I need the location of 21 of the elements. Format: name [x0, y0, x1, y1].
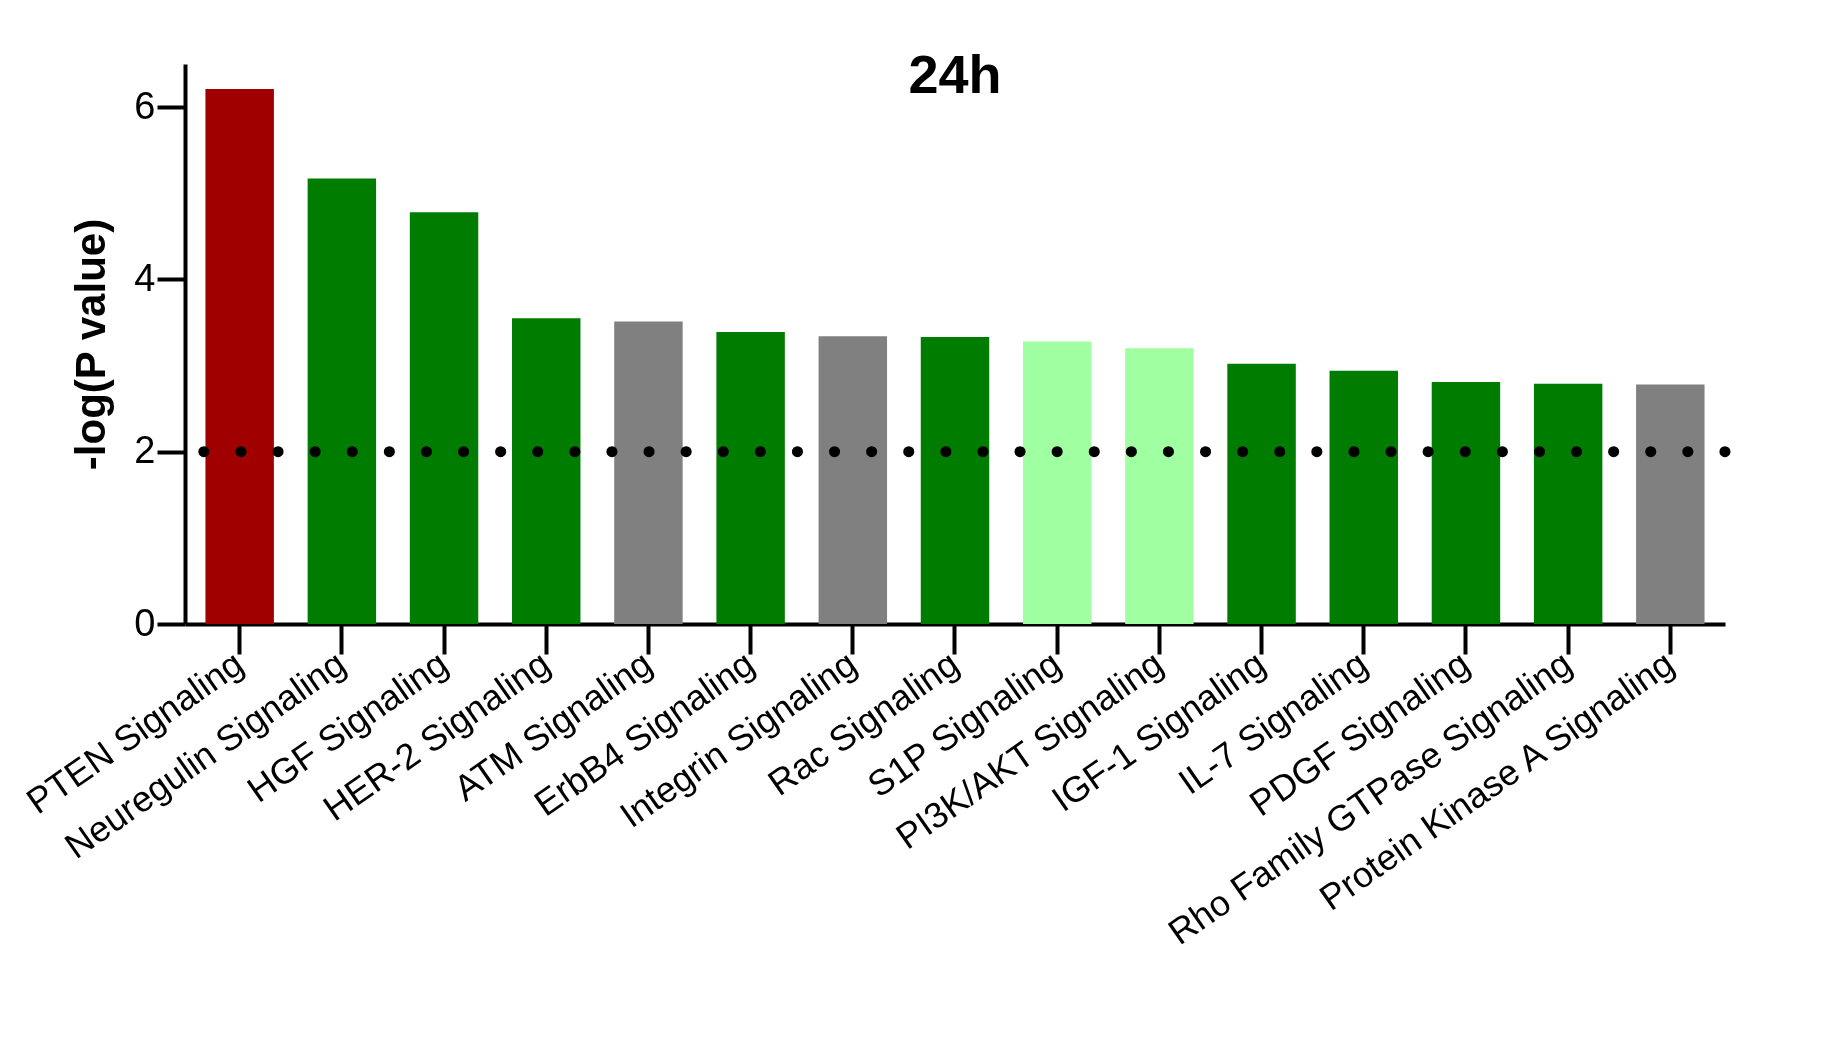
y-tick-label: 6 [134, 84, 156, 127]
bar [1431, 381, 1501, 624]
bar [512, 318, 581, 624]
bar [1125, 348, 1194, 624]
bar [1227, 363, 1296, 624]
bar [1022, 341, 1092, 624]
y-axis-title: -log(P value) [67, 218, 115, 471]
bar [818, 336, 888, 624]
y-tick-label: 4 [134, 256, 156, 299]
chart-title: 24h [908, 44, 1002, 104]
bar [1636, 384, 1705, 624]
bar [920, 337, 990, 624]
y-tick-label: 2 [134, 429, 156, 472]
bar [307, 178, 377, 624]
bar [1329, 370, 1398, 624]
bar [614, 321, 683, 624]
bar [205, 88, 274, 624]
bar [716, 331, 785, 624]
bar [409, 212, 479, 624]
y-tick-label: 0 [134, 601, 156, 644]
bar [1533, 383, 1603, 624]
